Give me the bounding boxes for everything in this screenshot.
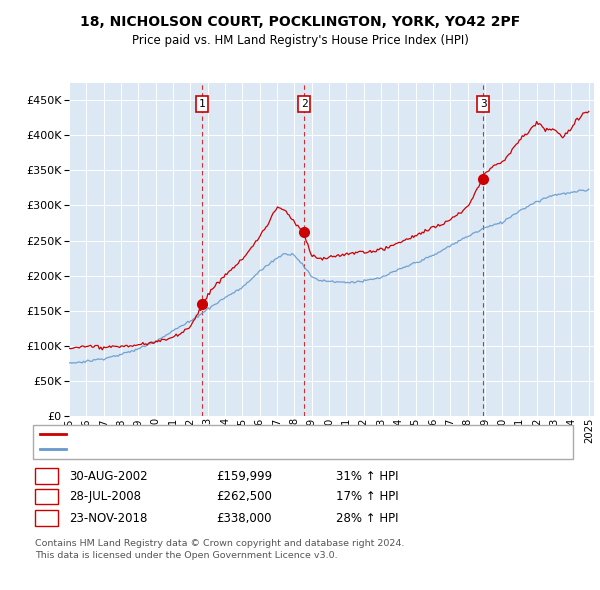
Text: HPI: Average price, detached house, East Riding of Yorkshire: HPI: Average price, detached house, East… — [70, 444, 386, 454]
Text: 2: 2 — [301, 99, 307, 109]
Text: This data is licensed under the Open Government Licence v3.0.: This data is licensed under the Open Gov… — [35, 550, 337, 559]
Text: 30-AUG-2002: 30-AUG-2002 — [69, 470, 148, 483]
Text: 28-JUL-2008: 28-JUL-2008 — [69, 490, 141, 503]
Text: £159,999: £159,999 — [216, 470, 272, 483]
Text: 28% ↑ HPI: 28% ↑ HPI — [336, 512, 398, 525]
Text: 31% ↑ HPI: 31% ↑ HPI — [336, 470, 398, 483]
Text: 3: 3 — [43, 512, 50, 525]
Text: 18, NICHOLSON COURT, POCKLINGTON, YORK, YO42 2PF (detached house): 18, NICHOLSON COURT, POCKLINGTON, YORK, … — [70, 430, 458, 440]
Text: 3: 3 — [480, 99, 487, 109]
Text: Price paid vs. HM Land Registry's House Price Index (HPI): Price paid vs. HM Land Registry's House … — [131, 34, 469, 47]
Text: 1: 1 — [43, 470, 50, 483]
Text: 1: 1 — [199, 99, 205, 109]
Text: 2: 2 — [43, 490, 50, 503]
Text: 23-NOV-2018: 23-NOV-2018 — [69, 512, 148, 525]
Text: £262,500: £262,500 — [216, 490, 272, 503]
Text: 18, NICHOLSON COURT, POCKLINGTON, YORK, YO42 2PF: 18, NICHOLSON COURT, POCKLINGTON, YORK, … — [80, 15, 520, 29]
Text: £338,000: £338,000 — [216, 512, 271, 525]
Text: 17% ↑ HPI: 17% ↑ HPI — [336, 490, 398, 503]
Text: Contains HM Land Registry data © Crown copyright and database right 2024.: Contains HM Land Registry data © Crown c… — [35, 539, 404, 548]
